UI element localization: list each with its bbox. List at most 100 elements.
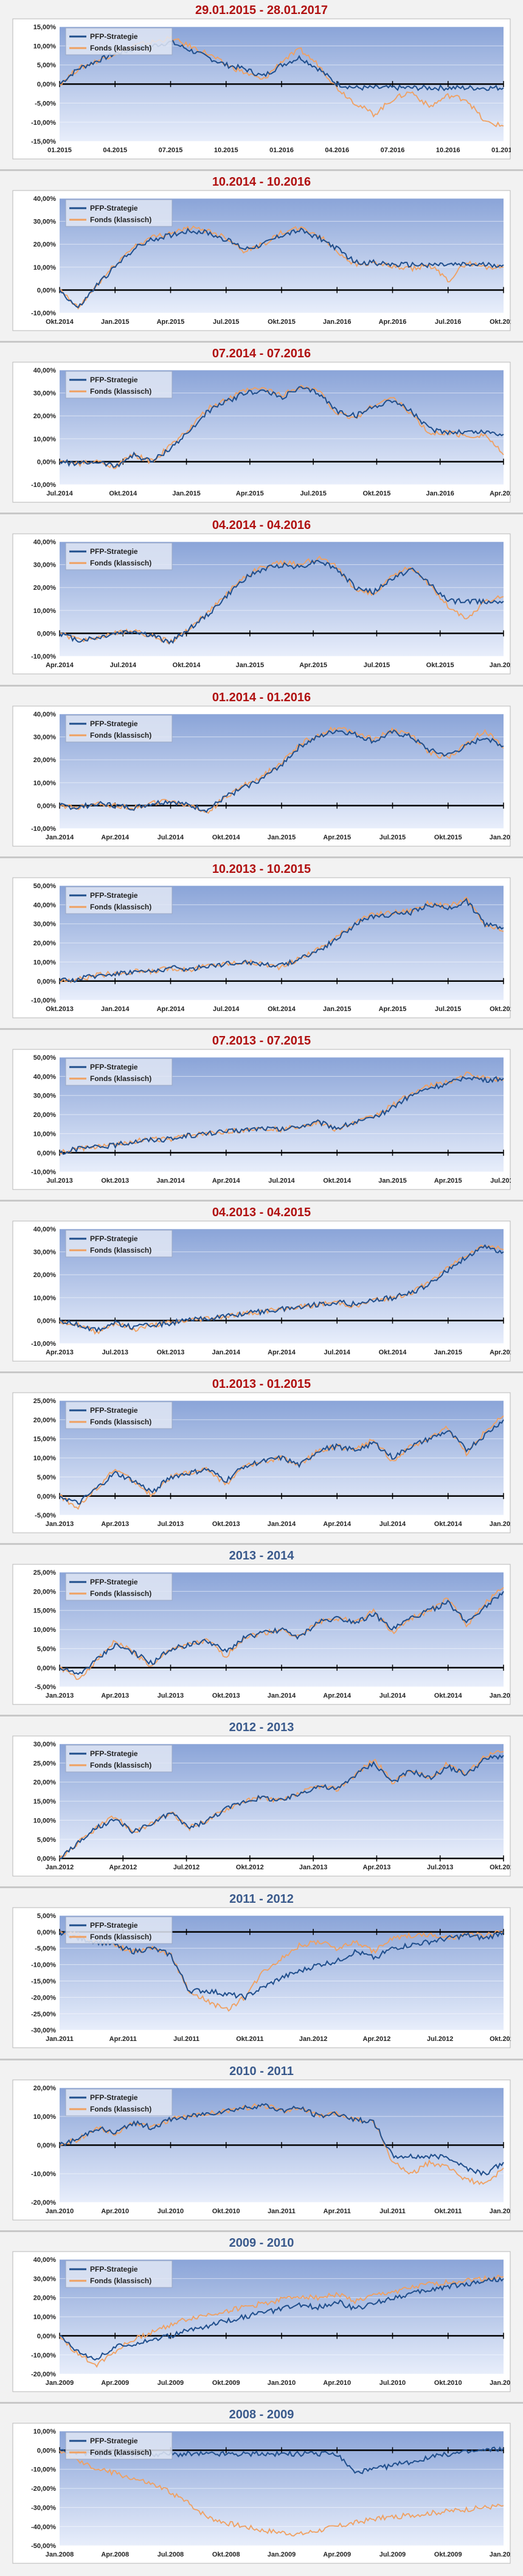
y-tick-label: 25,00% — [33, 1760, 56, 1768]
x-tick-label: Okt.2013 — [212, 1521, 240, 1528]
y-tick-label: 30,00% — [33, 1741, 56, 1748]
legend: PFP-Strategie Fonds (klassisch) — [65, 1230, 173, 1258]
x-tick-label: Okt.2014 — [46, 318, 74, 326]
chart-title: 2013 - 2014 — [229, 1549, 294, 1563]
x-tick-label: Okt.2014 — [434, 1521, 463, 1528]
x-tick-label: 01.2017 — [491, 147, 511, 154]
y-tick-label: -20,00% — [31, 1995, 56, 2002]
chart-panel: 2009 - 2010 40,00% 30,00% 20,00% 10,00% 0,00%… — [0, 2233, 523, 2404]
x-tick-label: Jan.2015 — [236, 662, 264, 670]
legend: PFP-Strategie Fonds (klassisch) — [65, 886, 173, 914]
y-tick-label: 20,00% — [33, 585, 56, 592]
x-tick-label: Okt.2015 — [426, 662, 454, 670]
chart-panel: 01.2014 - 01.2016 40,00% 30,00% 20,00% 10,00… — [0, 687, 523, 859]
chart-title: 01.2013 - 01.2015 — [212, 1377, 311, 1391]
x-tick-label: Okt.2015 — [363, 490, 391, 497]
y-tick-label: 30,00% — [33, 1093, 56, 1100]
x-tick-label: Apr.2014 — [101, 834, 130, 841]
y-tick-label: 20,00% — [33, 241, 56, 248]
chart-panel: 01.2013 - 01.2015 25,00% 20,00% 15,00% 10,00… — [0, 1374, 523, 1545]
line-chart: 40,00%30,00%20,00%10,00%0,00%-10,00%Okt.… — [12, 190, 511, 331]
x-tick-label: Okt.2013 — [157, 1349, 185, 1356]
x-tick-label: Okt.2013 — [46, 1006, 74, 1013]
x-tick-label: 07.2016 — [381, 147, 405, 154]
x-tick-label: Okt.2010 — [212, 2208, 240, 2215]
x-tick-label: Jan.2012 — [299, 2036, 327, 2043]
legend-box — [65, 371, 173, 399]
x-tick-label: Jan.2015 — [268, 834, 296, 841]
x-tick-label: Apr.2013 — [363, 1864, 391, 1871]
x-tick-label: 10.2016 — [436, 147, 460, 154]
x-tick-label: Jul.2013 — [46, 1177, 72, 1185]
legend-box — [65, 1573, 173, 1601]
x-tick-label: Jan.2009 — [46, 2379, 74, 2387]
x-tick-label: Jan.2016 — [426, 490, 454, 497]
legend-box — [65, 2432, 173, 2460]
legend-box — [65, 199, 173, 227]
legend-label: PFP-Strategie — [90, 547, 138, 556]
x-tick-label: Apr.2011 — [324, 2208, 351, 2215]
legend: PFP-Strategie Fonds (klassisch) — [65, 2260, 173, 2288]
x-tick-label: 01.2016 — [269, 147, 294, 154]
series-line-pfp — [59, 1076, 504, 1155]
x-tick-label: Okt.2014 — [379, 1349, 407, 1356]
x-tick-label: Okt.2011 — [434, 2208, 462, 2215]
y-tick-label: -10,00% — [31, 2466, 56, 2474]
y-tick-label: -15,00% — [31, 1978, 56, 1986]
series-line-pfp — [59, 559, 504, 645]
y-tick-label: 15,00% — [33, 1436, 56, 1443]
x-tick-label: Jul.2014 — [46, 490, 73, 497]
y-tick-label: -10,00% — [31, 654, 56, 661]
chart-title: 2009 - 2010 — [229, 2236, 294, 2250]
legend-box — [65, 542, 173, 570]
y-tick-label: -5,00% — [35, 1684, 56, 1691]
x-tick-label: Jul.2014 — [110, 662, 137, 670]
y-tick-label: 50,00% — [33, 883, 56, 890]
x-tick-label: Jul.2014 — [324, 1349, 351, 1356]
x-tick-label: Jul.2015 — [300, 490, 326, 497]
y-tick-label: -10,00% — [31, 2351, 56, 2359]
y-tick-label: -40,00% — [31, 2524, 56, 2531]
legend: PFP-Strategie Fonds (klassisch) — [65, 2088, 173, 2116]
chart-panel: 07.2014 - 07.2016 40,00% 30,00% 20,00% 10,00… — [0, 343, 523, 515]
y-tick-label: -50,00% — [31, 2543, 56, 2550]
legend-label: PFP-Strategie — [90, 2265, 138, 2273]
panel-divider — [0, 1371, 523, 1374]
panel-divider — [0, 169, 523, 172]
x-tick-label: Okt.2014 — [109, 490, 137, 497]
x-tick-label: Jul.2009 — [158, 2379, 184, 2387]
y-tick-label: 20,00% — [33, 1272, 56, 1279]
line-chart: 40,00%30,00%20,00%10,00%0,00%-10,00%Apr.… — [12, 533, 511, 675]
x-tick-label: Jul.2014 — [379, 1521, 406, 1528]
series-line-fonds — [59, 2274, 504, 2368]
y-tick-label: 30,00% — [33, 1249, 56, 1256]
line-chart: 30,00% 25,00% 20,00% 15,00% 10,00% 5,00% 0,00%… — [12, 1735, 511, 1877]
x-tick-label: Jul.2015 — [435, 1006, 461, 1013]
y-tick-label: 40,00% — [33, 539, 56, 546]
x-tick-label: Okt.2011 — [236, 2036, 263, 2043]
y-tick-label: 10,00% — [33, 959, 56, 966]
x-tick-label: Okt.2014 — [268, 1006, 296, 1013]
legend-box — [65, 2260, 173, 2288]
x-tick-label: Okt.2014 — [323, 1177, 352, 1185]
series-line-fonds — [59, 1930, 504, 2012]
y-tick-label: 30,00% — [33, 219, 56, 226]
x-tick-label: Okt.2014 — [173, 662, 201, 670]
x-tick-label: Jan.2010 — [46, 2208, 74, 2215]
y-tick-label: 5,00% — [37, 62, 56, 69]
chart-panel: 2012 - 2013 30,00% 25,00% 20,00% 15,00% 10,00… — [0, 1717, 523, 1889]
y-tick-label: 20,00% — [33, 2085, 56, 2092]
x-tick-label: 07.2015 — [159, 147, 183, 154]
x-tick-label: Jan.2013 — [46, 1692, 74, 1699]
legend-box — [65, 715, 173, 743]
line-chart: 25,00% 20,00% 15,00% 10,00% 5,00% 0,00% -5,00%… — [12, 1392, 511, 1533]
x-tick-label: Okt.2009 — [434, 2551, 462, 2558]
y-tick-label: 10,00% — [33, 264, 56, 271]
series-line-pfp — [59, 1931, 504, 2001]
x-tick-label: Jul.2013 — [158, 1521, 184, 1528]
legend-label: Fonds (klassisch) — [90, 215, 151, 224]
chart-title: 07.2013 - 07.2015 — [212, 1034, 311, 1048]
legend-label: PFP-Strategie — [90, 2093, 138, 2102]
y-tick-label: -10,00% — [31, 2171, 56, 2178]
x-tick-label: Apr.2009 — [323, 2551, 351, 2558]
